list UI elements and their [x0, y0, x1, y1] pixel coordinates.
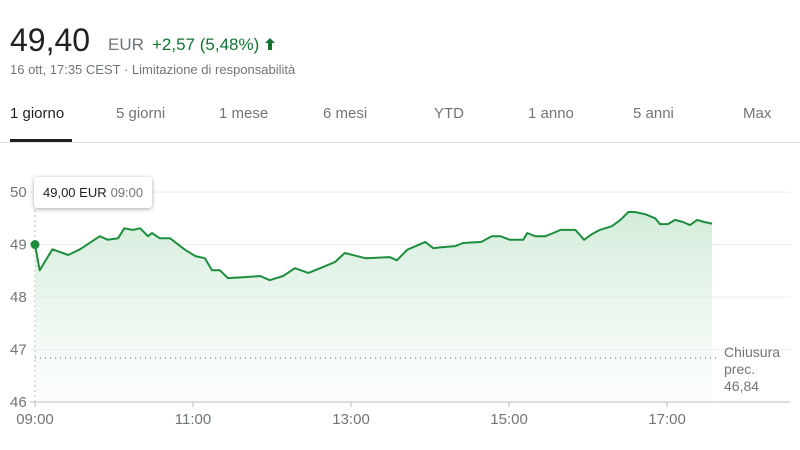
disclaimer[interactable]: Limitazione di responsabilità [131, 62, 296, 77]
range-tab[interactable]: Max [743, 105, 772, 122]
tooltip-value: 49,00 EUR [43, 185, 107, 200]
hover-dot [30, 240, 40, 250]
range-tab[interactable]: 6 mesi [323, 105, 368, 122]
ref-value: 46,84 [724, 378, 760, 394]
x-tick-label: 17:00 [648, 411, 686, 428]
y-tick-label: 47 [10, 342, 27, 359]
timestamp: 16 ott, 17:35 CEST · Limitazione di resp… [10, 62, 296, 77]
tooltip-time: 09:00 [110, 185, 144, 200]
ref-label: Chiusura prec. 46,84 [724, 344, 794, 395]
range-tab[interactable]: 5 giorni [116, 105, 166, 122]
change: +2,57 (5,48%) [152, 35, 276, 55]
range-tab[interactable]: 1 anno [528, 105, 574, 122]
range-tab[interactable]: YTD [434, 105, 464, 122]
separator [0, 142, 800, 143]
currency: EUR [108, 35, 144, 54]
x-tick-label: 15:00 [490, 411, 528, 428]
x-tick-label: 13:00 [332, 411, 370, 428]
range-tab[interactable]: 1 mese [219, 105, 269, 122]
y-tick-label: 48 [10, 289, 27, 306]
x-tick-label: 11:00 [175, 411, 211, 428]
line [34, 211, 713, 282]
tooltip: 49,00 EUR 09:00 [34, 177, 153, 208]
y-tick-label: 46 [10, 394, 27, 411]
ref-text: Chiusura prec. [724, 344, 781, 377]
y-tick-label: 50 [10, 184, 27, 201]
area [35, 212, 713, 402]
x-tick-label: 09:00 [16, 411, 54, 428]
range-tab[interactable]: 1 giorno [10, 105, 65, 122]
tab-underline [10, 139, 72, 142]
y-tick-label: 49 [10, 237, 27, 254]
up-arrow [265, 38, 275, 50]
range-tab[interactable]: 5 anni [633, 105, 674, 122]
change-text: +2,57 (5,48%) [152, 35, 260, 54]
date: 16 ott, 17:35 CEST [10, 62, 121, 77]
price: 49,40 [10, 22, 91, 58]
